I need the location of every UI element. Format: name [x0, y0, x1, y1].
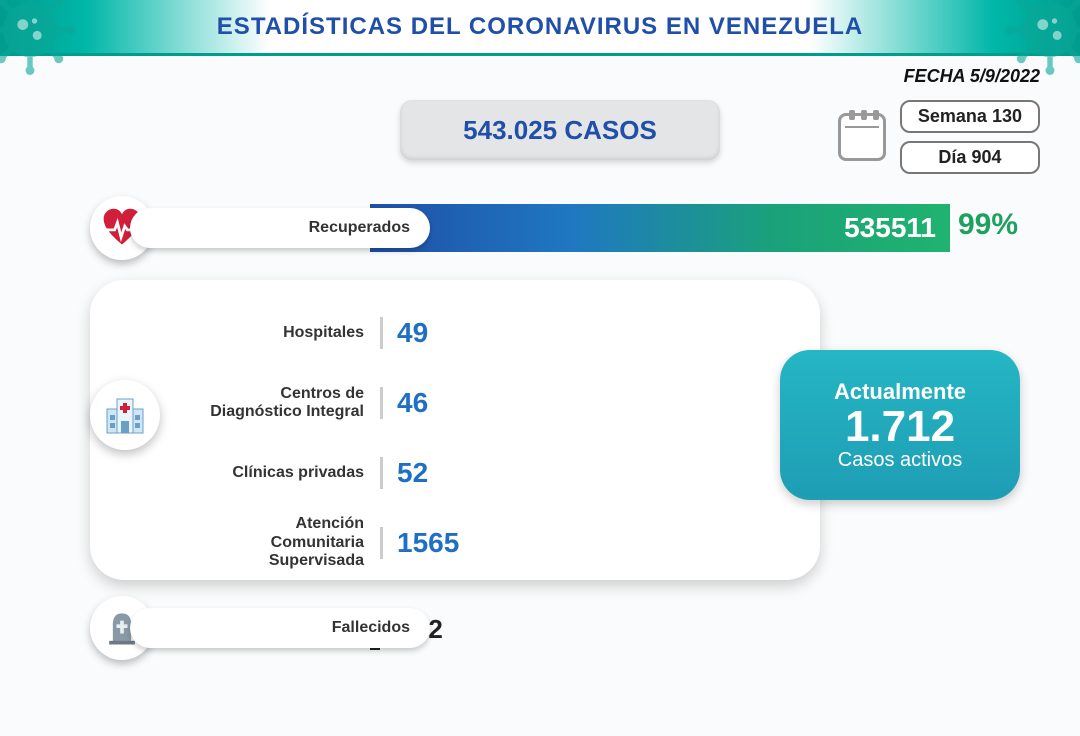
week-day-counters: Semana 130 Día 904 — [838, 100, 1040, 174]
recovered-label: Recuperados — [130, 208, 430, 248]
active-row-value: 46 — [380, 387, 428, 419]
total-cases-value: 543.025 — [463, 115, 557, 145]
week-pill: Semana 130 — [900, 100, 1040, 133]
recovered-percent: 99% — [958, 208, 1018, 242]
active-row-label: Centros de Diagnóstico Integral — [200, 385, 380, 422]
active-row: Clínicas privadas52 — [200, 438, 540, 508]
date-prefix: FECHA — [904, 66, 965, 86]
active-row-value: 52 — [380, 457, 428, 489]
active-breakdown-list: Hospitales49Centros de Diagnóstico Integ… — [200, 298, 540, 578]
active-row: Hospitales49 — [200, 298, 540, 368]
recovered-row: Recuperados 535511 99% — [90, 200, 1020, 256]
date-label: FECHA 5/9/2022 — [904, 66, 1040, 87]
active-cases-panel: Hospitales49Centros de Diagnóstico Integ… — [90, 280, 820, 580]
active-row-value: 49 — [380, 317, 428, 349]
active-row: Atención Comunitaria Supervisada1565 — [200, 508, 540, 578]
day-pill: Día 904 — [900, 141, 1040, 174]
virus-icon — [1005, 0, 1080, 75]
header-bar: ESTADÍSTICAS DEL CORONAVIRUS EN VENEZUEL… — [0, 0, 1080, 56]
hospital-icon — [90, 380, 160, 450]
active-row-label: Hospitales — [200, 324, 380, 342]
active-label-bottom: Casos activos — [780, 449, 1020, 472]
total-cases-label: CASOS — [564, 115, 656, 145]
active-row-label: Clínicas privadas — [200, 464, 380, 482]
active-cases-badge: Actualmente 1.712 Casos activos — [780, 350, 1020, 500]
active-row: Centros de Diagnóstico Integral46 — [200, 368, 540, 438]
active-row-value: 1565 — [380, 527, 459, 559]
recovered-value: 535511 — [844, 212, 936, 244]
total-cases-pill: 543.025 CASOS — [400, 100, 720, 160]
header-title: ESTADÍSTICAS DEL CORONAVIRUS EN VENEZUEL… — [217, 13, 863, 41]
active-label-top: Actualmente — [780, 379, 1020, 405]
deaths-row: Fallecidos 5802 — [90, 600, 1020, 664]
recovered-bar: 535511 — [370, 204, 950, 252]
date-value: 5/9/2022 — [970, 66, 1040, 86]
active-value: 1.712 — [780, 405, 1020, 449]
deaths-label: Fallecidos — [130, 608, 430, 648]
virus-icon — [0, 0, 75, 75]
active-row-label: Atención Comunitaria Supervisada — [200, 515, 380, 570]
calendar-icon — [838, 113, 886, 161]
